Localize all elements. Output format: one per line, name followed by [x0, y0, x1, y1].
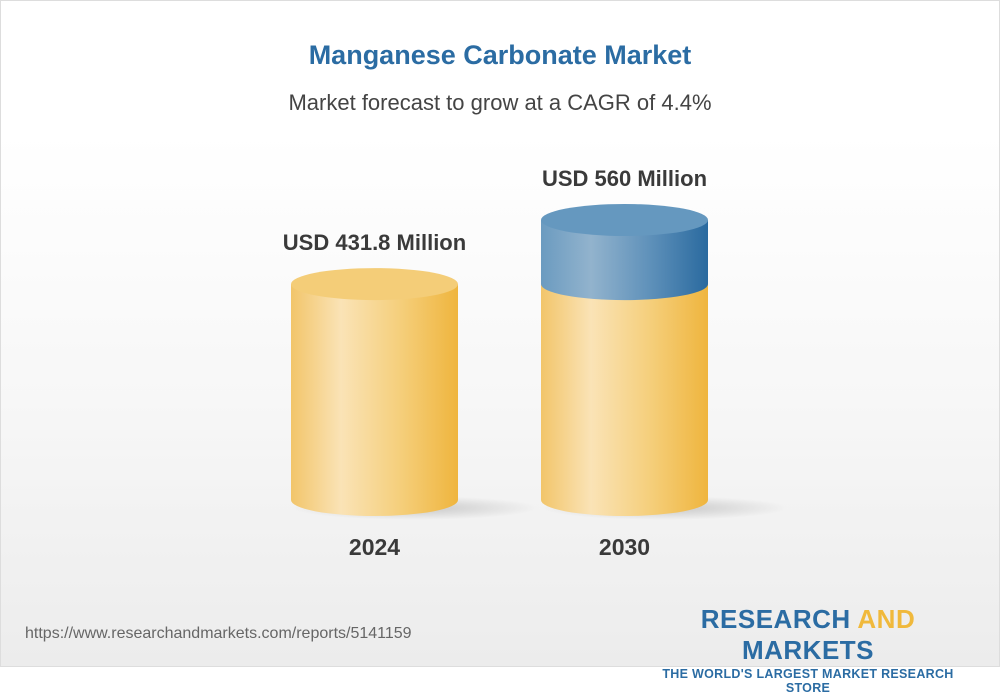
bar-growth-2030	[541, 220, 708, 301]
chart-title: Manganese Carbonate Market	[308, 40, 692, 70]
bar-top-2030	[541, 204, 708, 236]
data-label: USD 560 Million	[542, 166, 707, 191]
bar-base-2030	[541, 284, 708, 516]
data-label: USD 431.8 Million	[283, 230, 466, 255]
source-url[interactable]: https://www.researchandmarkets.com/repor…	[25, 625, 412, 642]
category-label: 2030	[599, 534, 650, 560]
category-label: 2024	[349, 534, 400, 560]
chart-subtitle: Market forecast to grow at a CAGR of 4.4…	[288, 90, 712, 115]
chart-canvas: USD 431.8 Million 2024 USD 560 Million 2030	[283, 166, 788, 560]
bar-top-2024	[291, 268, 458, 301]
bar-base-2024	[291, 284, 458, 516]
research-and-markets-logo: RESEARCH AND MARKETS THE WORLD'S LARGEST…	[662, 604, 954, 695]
